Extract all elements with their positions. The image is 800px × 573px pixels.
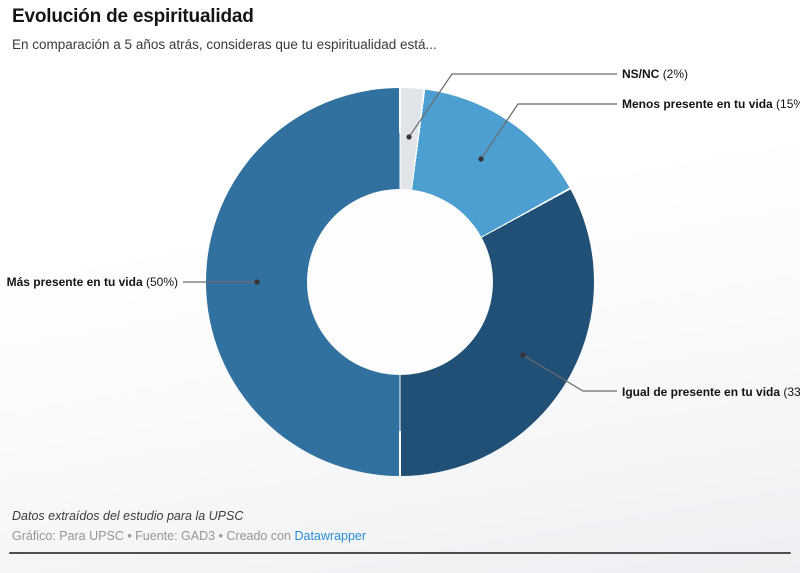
slice-label-name: Menos presente en tu vida — [622, 97, 773, 111]
page-title: Evolución de espiritualidad — [12, 6, 254, 27]
slice-label-pct: (15%) — [776, 97, 800, 111]
chart-subtitle: En comparación a 5 años atrás, considera… — [12, 37, 437, 52]
slice-label-menos: Menos presente en tu vida (15%) — [622, 97, 800, 111]
slice-label-igual: Igual de presente en tu vida (33%) — [622, 385, 800, 399]
chart-notes: Datos extraídos del estudio para la UPSC — [12, 509, 244, 523]
slice-label-name: NS/NC — [622, 67, 660, 81]
slice-label-mas: Más presente en tu vida (50%) — [7, 275, 178, 289]
slice-label-name: Igual de presente en tu vida — [622, 385, 781, 399]
slice-label-name: Más presente en tu vida — [6, 275, 143, 289]
donut-hole — [307, 189, 493, 375]
slice-label-pct: (2%) — [662, 67, 689, 81]
credit-text: Gráfico: Para UPSC • Fuente: GAD3 • Crea… — [12, 529, 295, 543]
datawrapper-link[interactable]: Datawrapper — [294, 529, 367, 543]
chart-credit: Gráfico: Para UPSC • Fuente: GAD3 • Crea… — [12, 529, 366, 543]
bottom-divider — [9, 552, 791, 554]
slice-label-pct: (33%) — [783, 385, 800, 399]
slice-label-pct: (50%) — [145, 275, 178, 289]
slice-label-nsnc: NS/NC (2%) — [622, 67, 688, 81]
